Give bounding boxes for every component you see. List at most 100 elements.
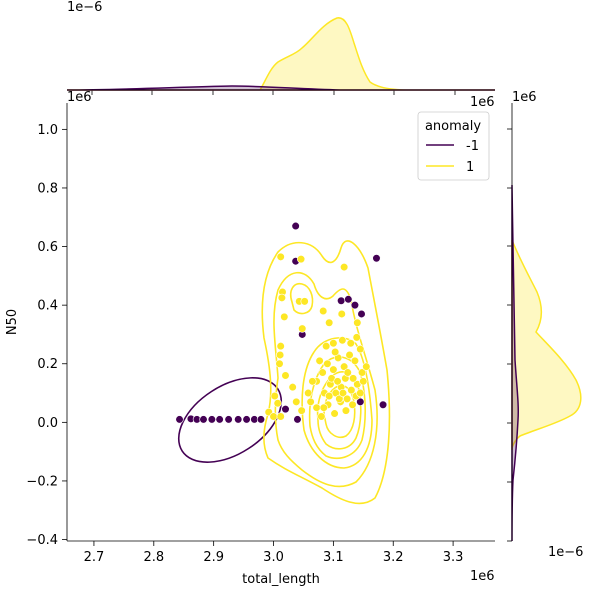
top-marginal: 1e−6 <box>66 0 495 95</box>
normal-contour-7 <box>289 282 314 315</box>
x-tick-label: 3.0 <box>263 550 284 565</box>
legend-label-normal: 1 <box>466 160 474 175</box>
normal-contour-2 <box>273 271 378 488</box>
scatter-point-normal <box>348 400 357 409</box>
scatter-point-anomaly <box>215 415 224 424</box>
legend-title: anomaly <box>425 119 481 134</box>
scatter-point-normal <box>306 397 315 406</box>
scatter-point-normal <box>331 347 340 357</box>
scatter-point-normal <box>308 377 317 386</box>
scatter-point-normal <box>347 386 356 395</box>
scatter-point-normal <box>359 377 368 386</box>
scatter-point-normal <box>273 399 282 408</box>
normal-contour-1 <box>261 240 391 505</box>
scatter-point-normal <box>350 356 360 365</box>
scatter-point-normal <box>349 374 358 383</box>
scatter-point-normal <box>292 397 301 406</box>
x-axis-label: total_length <box>242 572 320 587</box>
legend-frame <box>417 111 490 181</box>
scatter-point-normal <box>276 412 285 421</box>
scatter-point-normal <box>329 339 338 348</box>
main-y-offset-label: 1e6 <box>67 90 92 105</box>
scatter-point-normal <box>296 255 306 264</box>
right-marginal-density-normal <box>511 239 582 451</box>
scatter-point-anomaly <box>242 415 251 424</box>
scatter-point-normal <box>341 406 351 415</box>
scatter-series-anomaly <box>175 221 388 424</box>
x-tick-label: 3.3 <box>443 550 464 565</box>
scatter-point-normal <box>340 362 349 371</box>
scatter-point-normal <box>270 391 279 401</box>
y-axis-label: N50 <box>5 309 20 335</box>
scatter-point-normal <box>352 333 361 342</box>
scatter-point-normal <box>337 309 346 319</box>
legend-label-anomaly: -1 <box>466 139 479 154</box>
y-tick-label: −0.4 <box>26 533 58 548</box>
scatter-point-normal <box>338 388 348 398</box>
scatter-point-normal <box>276 342 285 351</box>
x-tick-label: 2.9 <box>203 550 224 565</box>
scatter-point-normal <box>325 391 334 401</box>
scatter-point-normal <box>312 403 321 412</box>
scatter-point-normal <box>358 368 367 377</box>
anomaly-contour-1 <box>177 377 283 463</box>
scatter-point-anomaly <box>372 254 381 263</box>
scatter-point-anomaly <box>378 400 388 409</box>
scatter-point-normal <box>288 383 297 392</box>
scatter-point-normal <box>280 312 289 321</box>
scatter-point-normal <box>269 412 278 421</box>
density-contours-anomaly <box>177 377 283 463</box>
scatter-point-normal <box>333 377 342 386</box>
legend: anomaly -1 1 <box>417 111 490 181</box>
right-marginal-scale-label: 1e−6 <box>548 545 583 560</box>
x-tick-label: 3.1 <box>323 550 344 565</box>
scatter-point-normal <box>322 342 331 351</box>
scatter-point-normal <box>356 388 365 398</box>
scatter-point-normal <box>317 412 326 421</box>
scatter-point-normal <box>277 293 286 302</box>
y-tick-label: 1.0 <box>37 123 58 138</box>
y-tick-label: 0.0 <box>37 416 58 431</box>
scatter-point-normal <box>298 324 307 333</box>
scatter-point-anomaly <box>224 415 233 424</box>
x-scale-label: 1e6 <box>470 569 495 584</box>
scatter-point-anomaly <box>344 295 353 304</box>
main-x-offset-label: 1e6 <box>470 95 495 110</box>
scatter-point-normal <box>343 394 352 404</box>
scatter-point-anomaly <box>207 415 216 424</box>
scatter-point-normal <box>319 403 328 412</box>
scatter-point-normal <box>276 252 285 261</box>
scatter-point-normal <box>329 365 338 374</box>
scatter-point-anomaly <box>199 415 208 424</box>
x-tick-label: 2.8 <box>143 550 164 565</box>
top-marginal-ticks <box>91 90 456 95</box>
scatter-point-anomaly <box>234 415 243 424</box>
scatter-point-anomaly <box>291 221 300 231</box>
top-marginal-density-normal <box>67 17 495 91</box>
scatter-point-normal <box>330 409 339 418</box>
scatter-point-normal <box>346 339 355 348</box>
right-marginal: 1e6 1e−6 <box>507 90 583 560</box>
scatter-point-anomaly <box>357 309 366 319</box>
top-marginal-density-anomaly <box>66 85 495 91</box>
scatter-point-normal <box>318 368 327 377</box>
x-tick-label: 3.2 <box>383 550 404 565</box>
scatter-point-anomaly <box>356 397 365 406</box>
scatter-point-normal <box>345 350 354 360</box>
x-axis-ticks: 2.7 2.8 2.9 3.0 3.1 3.2 3.3 <box>84 541 464 565</box>
scatter-point-anomaly <box>293 415 302 424</box>
scatter-point-normal <box>319 306 328 316</box>
scatter-point-anomaly <box>350 301 360 310</box>
scatter-point-anomaly <box>281 405 290 414</box>
scatter-point-normal <box>276 350 285 360</box>
y-tick-label: 0.2 <box>37 357 58 372</box>
y-tick-label: 0.6 <box>37 240 58 255</box>
joint-axes: 2.7 2.8 2.9 3.0 3.1 3.2 3.3 −0.4 −0.2 0.0 0.2 0.4 0… <box>5 90 495 587</box>
y-tick-label: −0.2 <box>26 474 58 489</box>
scatter-point-normal <box>356 345 365 354</box>
scatter-series-normal <box>264 252 371 421</box>
scatter-point-normal <box>340 262 349 272</box>
scatter-point-normal <box>353 318 362 327</box>
right-marginal-offset-label: 1e6 <box>512 90 537 105</box>
y-tick-label: 0.8 <box>37 181 58 196</box>
